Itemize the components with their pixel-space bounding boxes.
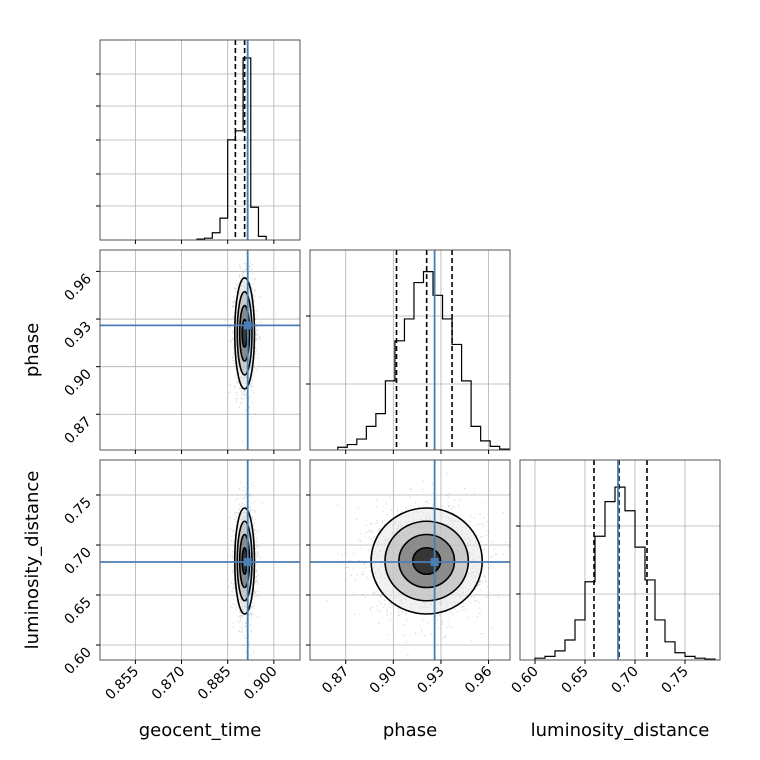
contour-line [384,520,470,602]
scatter-points [100,250,300,450]
ytick-label: 0.70 [61,545,94,578]
contour-line [236,290,253,376]
contour-line [370,507,484,615]
ytick-label: 0.87 [61,414,94,447]
panel-scatter-phase-luminosity_distance [309,459,511,661]
contour-line [236,520,253,602]
xtick-label: 0.900 [241,664,281,704]
ylabel-phase: phase [22,323,43,377]
ytick-label: 0.65 [61,595,94,628]
ytick-label: 0.90 [61,366,94,399]
xtick-label: 0.65 [558,664,591,697]
xtick-label: 0.75 [658,664,691,697]
xtick-label: 0.60 [508,664,541,697]
panel-hist-geocent_time [96,39,301,241]
xtick-label: 0.70 [608,664,641,697]
xtick-label: 0.90 [367,664,400,697]
contour-line [233,276,256,390]
contour-line [411,546,442,576]
truth-marker [243,558,252,566]
panel-border [99,459,301,661]
histogram-phase [337,271,510,450]
truth-marker [430,558,439,566]
panel-border [99,249,301,451]
histogram-geocent_time [196,57,267,240]
contour-line [238,304,251,362]
panel-border [309,459,511,661]
xlabel-phase: phase [383,720,437,741]
panel-hist-luminosity_distance [516,459,721,661]
xtick-label: 0.87 [319,664,352,697]
histogram-luminosity_distance [534,486,716,660]
xtick-label: 0.885 [195,664,235,704]
xtick-label: 0.96 [462,663,495,696]
ytick-label: 0.75 [61,495,94,528]
scatter-points [100,460,300,660]
xtick-label: 0.870 [149,664,189,704]
xtick-label: 0.93 [414,664,447,697]
ytick-label: 0.93 [61,319,94,352]
panel-scatter-geocent_time-luminosity_distance [99,459,301,661]
panel-scatter-geocent_time-phase [99,249,301,451]
ytick-label: 0.60 [61,645,94,678]
ytick-label: 0.96 [61,271,94,304]
xlabel-luminosity-distance: luminosity_distance [531,720,710,741]
contour-line [398,533,456,589]
scatter-points [310,460,510,660]
panel-border [519,459,721,661]
xtick-label: 0.855 [103,664,143,704]
truth-marker [243,321,252,330]
density-level [412,547,441,575]
xlabel-geocent-time: geocent_time [139,720,262,741]
ylabel-luminosity-distance: luminosity_distance [22,471,43,650]
panel-hist-phase [306,249,511,451]
contour-line [233,507,256,615]
panel-border [309,249,511,451]
